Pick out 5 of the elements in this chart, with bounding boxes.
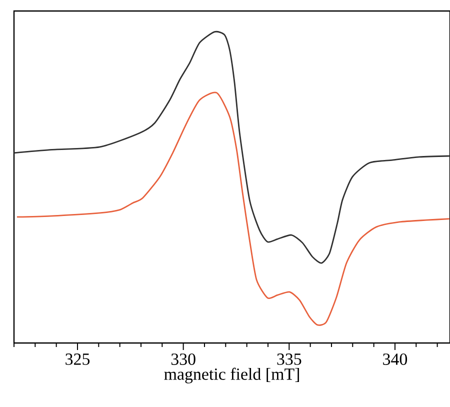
x-axis-title: magnetic field [mT] — [164, 368, 299, 384]
x-tick-label: 325 — [66, 354, 90, 365]
x-tick-label: 330 — [171, 354, 196, 365]
x-tick-label: 340 — [383, 354, 408, 365]
x-tick-label: 335 — [277, 354, 302, 365]
